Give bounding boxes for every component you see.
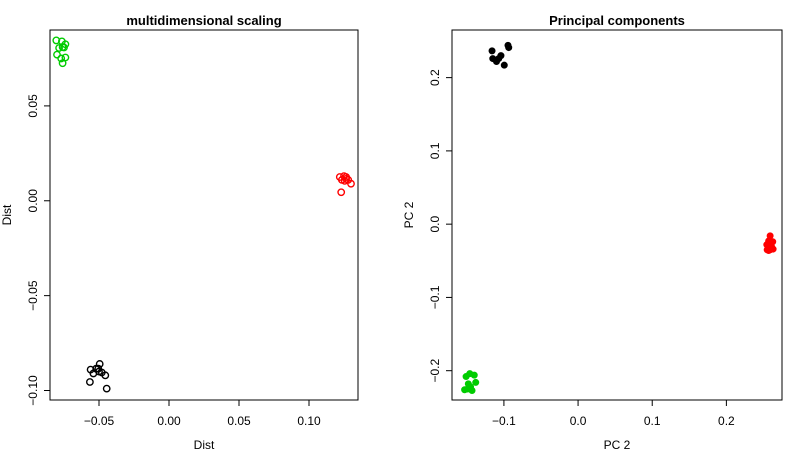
data-point [765,247,773,255]
y-tick-label: 0.2 [428,69,442,86]
data-point [340,176,349,185]
x-axis-label: PC 2 [604,438,631,452]
data-point [488,47,496,55]
data-point [86,378,94,386]
x-tick-label: 0.1 [644,414,661,428]
series-1 [488,41,513,69]
data-point [101,371,110,380]
data-point [470,371,478,379]
series-3 [461,370,480,394]
y-tick-label: −0.1 [428,285,442,309]
data-point [505,44,513,52]
y-tick-label: 0.00 [26,189,40,213]
y-axis-label: PC 2 [402,201,416,228]
x-tick-label: 0.05 [227,414,251,428]
plot-frame [49,29,359,401]
series-1 [52,36,70,68]
x-tick-label: −0.1 [492,414,516,428]
y-axis-label: Dist [0,204,14,225]
plot-frame [451,29,783,401]
y-tick-label: −0.10 [26,375,40,406]
x-tick-label: −0.05 [84,414,115,428]
chart-title: Principal components [549,13,685,28]
x-tick-label: 0.00 [157,414,181,428]
y-tick-label: −0.05 [26,280,40,311]
data-point [58,59,67,68]
data-point [468,386,476,394]
data-point [337,188,346,197]
y-tick-label: 0.05 [26,94,40,118]
data-point [102,384,111,393]
x-tick-label: 0.10 [297,414,321,428]
panel-2: Principal components PC 2 PC 2 −0.1 0.0 0.1 0.… [402,13,783,452]
y-tick-label: 0.0 [428,215,442,232]
data-point [53,50,61,59]
data-point [347,179,355,188]
panel-1: multidimensional scaling Dist Dist −0.05 0.0… [0,13,359,452]
data-point [492,58,500,66]
data-point [462,373,470,381]
series-3 [86,360,111,393]
y-tick-label: 0.1 [428,142,442,159]
data-point [500,61,508,69]
y-tick-label: −0.2 [428,359,442,383]
x-tick-label: 0.2 [718,414,735,428]
series-2 [335,172,355,197]
data-point [60,43,68,52]
x-tick-label: 0.0 [570,414,587,428]
data-point [342,175,350,183]
series-2 [763,232,777,255]
data-point [55,44,63,52]
data-point [89,369,98,378]
data-point [57,54,66,63]
chart-title: multidimensional scaling [126,13,281,28]
x-axis-label: Dist [194,438,215,452]
data-point [472,378,480,386]
